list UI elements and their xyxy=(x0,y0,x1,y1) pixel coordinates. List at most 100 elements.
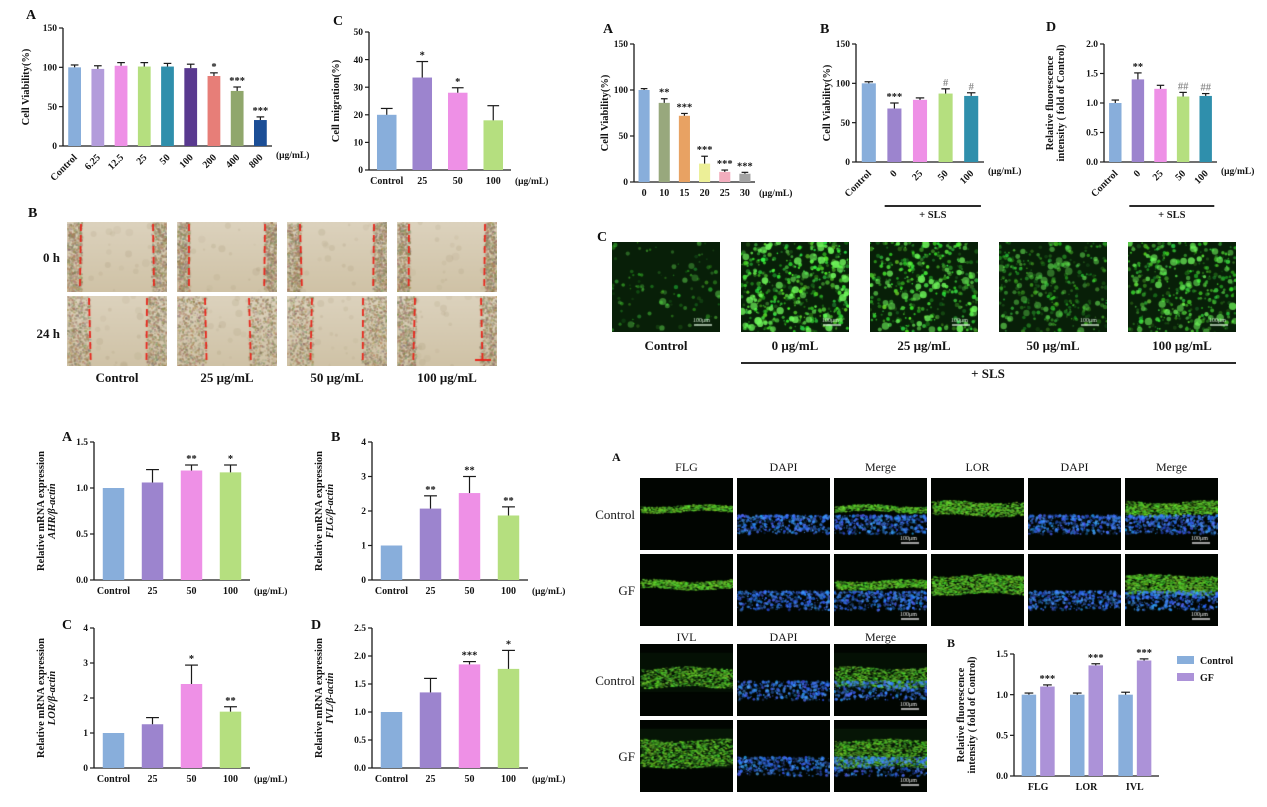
svg-text:(μg/mL): (μg/mL) xyxy=(532,586,565,597)
if-image-r2c2 xyxy=(834,644,927,716)
svg-text:2: 2 xyxy=(361,507,366,517)
svg-text:FLG/β-actin: FLG/β-actin xyxy=(325,484,336,540)
svg-text:0.5: 0.5 xyxy=(1086,129,1098,139)
svg-text:15: 15 xyxy=(679,188,689,199)
svg-text:2.5: 2.5 xyxy=(354,624,366,634)
svg-text:Relative mRNA expression: Relative mRNA expression xyxy=(314,451,325,571)
svg-text:1: 1 xyxy=(83,729,88,739)
if-image-r0c1 xyxy=(737,478,830,550)
chart-mrna-ivl: 0.0 0.5 1.0 1.5 2.0 2.5 Relative mRNA expressi… xyxy=(308,612,584,804)
chart-cell-viability-sls-dose: 0 50 100 150 Cell Viability(%) ** *** *** *** ***… xyxy=(596,20,811,212)
svg-text:#: # xyxy=(943,78,949,89)
panel-letter-lor: C xyxy=(62,618,73,633)
svg-text:0: 0 xyxy=(845,158,850,168)
svg-text:Control: Control xyxy=(49,152,80,183)
svg-text:100: 100 xyxy=(177,152,195,170)
svg-text:*: * xyxy=(228,454,233,465)
sls-label-25: 25 μg/mL xyxy=(897,338,951,353)
svg-text:1: 1 xyxy=(361,542,366,552)
chart-mrna-ahr: 0.0 0.5 1.0 1.5 Relative mRNA expression AHR/… xyxy=(30,426,306,610)
svg-text:IVL/β-actin: IVL/β-actin xyxy=(325,672,336,724)
svg-text:***: *** xyxy=(253,106,269,117)
chart-mrna-lor: 0 1 2 3 4 Relative mRNA expression LOR/β-actin… xyxy=(30,612,306,804)
svg-text:50: 50 xyxy=(619,132,629,142)
if-image-r0c3 xyxy=(931,478,1024,550)
svg-text:(μg/mL): (μg/mL) xyxy=(254,586,287,597)
panel-letter-viability1: A xyxy=(26,8,37,23)
svg-text:**: ** xyxy=(659,88,670,99)
svg-text:3: 3 xyxy=(83,659,88,669)
scratch-image-r0c2 xyxy=(287,222,387,292)
if-header-lor: LOR xyxy=(965,460,990,474)
svg-text:50: 50 xyxy=(354,28,364,38)
svg-text:20: 20 xyxy=(700,188,710,199)
if-image-r0c5 xyxy=(1125,478,1218,550)
scratch-col-label-control: Control xyxy=(95,370,139,385)
sls-label-100: 100 μg/mL xyxy=(1152,338,1212,353)
svg-text:Control: Control xyxy=(97,774,130,785)
scratch-image-r1c3 xyxy=(397,296,497,366)
svg-text:0.0: 0.0 xyxy=(1086,158,1098,168)
svg-text:0.5: 0.5 xyxy=(76,530,88,540)
svg-text:0.5: 0.5 xyxy=(996,732,1008,742)
panel-letter-migration: C xyxy=(333,14,344,29)
svg-text:**: ** xyxy=(464,466,475,477)
svg-text:*: * xyxy=(455,77,460,88)
svg-text:Control: Control xyxy=(375,774,408,785)
svg-text:Relative fluorescence: Relative fluorescence xyxy=(956,667,967,762)
svg-text:20: 20 xyxy=(354,111,364,121)
svg-text:(μg/mL): (μg/mL) xyxy=(1221,166,1254,177)
if-header-ivl: IVL xyxy=(676,630,697,644)
chart-svg-bl_d: 0.0 0.5 1.0 1.5 2.0 2.5 Relative mRNA expressi… xyxy=(314,624,565,785)
if-header-dapi3: DAPI xyxy=(769,630,798,644)
svg-text:Control: Control xyxy=(1089,168,1120,199)
svg-text:*: * xyxy=(211,62,216,73)
svg-text:**: ** xyxy=(186,454,197,465)
sls-label-50: 50 μg/mL xyxy=(1026,338,1080,353)
svg-text:Control: Control xyxy=(843,168,874,199)
svg-text:LOR/β-actin: LOR/β-actin xyxy=(47,671,58,727)
svg-text:***: *** xyxy=(1040,674,1056,685)
svg-text:LOR: LOR xyxy=(1076,782,1098,793)
panel-letter-viability3: B xyxy=(820,22,830,37)
svg-text:0: 0 xyxy=(888,168,899,179)
sls-fluorescence-image-4 xyxy=(1128,242,1236,332)
chart-svg-tr_d: 0.0 0.5 1.0 1.5 2.0 Relative fluorescence inte… xyxy=(1045,40,1254,221)
svg-text:Relative mRNA expression: Relative mRNA expression xyxy=(36,638,47,758)
svg-text:Control: Control xyxy=(97,586,130,597)
svg-text:0.0: 0.0 xyxy=(76,576,88,586)
scratch-image-r1c0 xyxy=(67,296,167,366)
sls-group-line xyxy=(741,362,1236,364)
svg-text:*: * xyxy=(189,654,194,665)
if-row-label-control1: Control xyxy=(595,507,635,522)
svg-text:0.5: 0.5 xyxy=(354,736,366,746)
svg-text:50: 50 xyxy=(465,586,475,597)
chart-svg-bl_a: 0.0 0.5 1.0 1.5 Relative mRNA expression AHR/… xyxy=(36,438,287,597)
svg-text:25: 25 xyxy=(417,176,427,187)
svg-text:Cell Viability(%): Cell Viability(%) xyxy=(822,64,833,141)
svg-text:25: 25 xyxy=(910,168,925,183)
svg-text:150: 150 xyxy=(836,40,851,50)
panel-letter-if-images: A xyxy=(612,450,621,464)
svg-text:3: 3 xyxy=(361,473,366,483)
if-row-label-control2: Control xyxy=(595,673,635,688)
svg-text:50: 50 xyxy=(453,176,463,187)
panel-letter-viability2: A xyxy=(603,22,614,37)
if-image-r0c2 xyxy=(834,478,927,550)
svg-text:25: 25 xyxy=(148,774,158,785)
panel-letter-scratch: B xyxy=(28,206,38,221)
if-image-r1c4 xyxy=(1028,554,1121,626)
svg-text:Control: Control xyxy=(375,586,408,597)
svg-text:50: 50 xyxy=(841,119,851,129)
if-image-r0c0 xyxy=(640,478,733,550)
svg-text:50: 50 xyxy=(1173,168,1188,183)
svg-text:***: *** xyxy=(717,159,733,170)
svg-text:*: * xyxy=(420,51,425,62)
sls-group-label: + SLS xyxy=(971,366,1005,381)
svg-text:##: ## xyxy=(1178,81,1189,92)
svg-text:1.5: 1.5 xyxy=(1086,70,1098,80)
svg-text:(μg/mL): (μg/mL) xyxy=(988,166,1021,177)
svg-text:***: *** xyxy=(229,76,245,87)
svg-text:***: *** xyxy=(697,145,713,156)
